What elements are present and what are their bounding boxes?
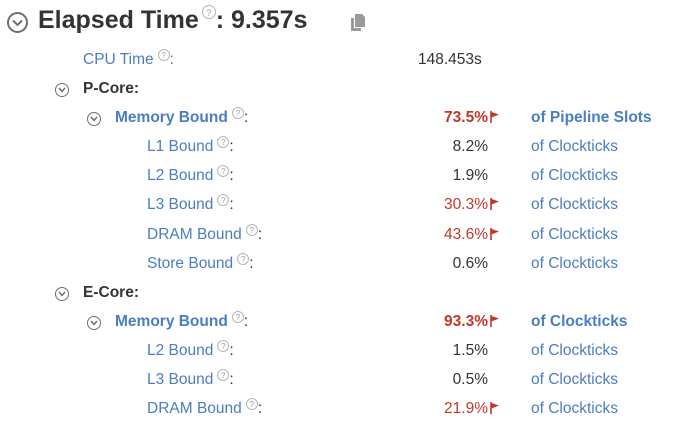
p-l1-bound-label[interactable]: L1 Bound?:	[147, 136, 234, 155]
p-l1-bound-unit[interactable]: of Clockticks	[531, 138, 618, 155]
p-l3-bound-label[interactable]: L3 Bound?:	[147, 194, 234, 213]
e-memory-bound-value: 93.3%	[420, 313, 500, 331]
collapse-elapsed-time-icon[interactable]	[7, 12, 28, 33]
e-dram-bound-label[interactable]: DRAM Bound?:	[147, 398, 263, 417]
e-memory-bound-unit[interactable]: of Clockticks	[531, 313, 628, 330]
flag-icon	[490, 402, 499, 414]
e-memory-bound-label[interactable]: Memory Bound?:	[115, 311, 249, 330]
colon: :	[169, 51, 174, 68]
collapse-p-memory-bound-icon[interactable]	[87, 112, 101, 126]
collapse-e-memory-bound-icon[interactable]	[87, 316, 101, 330]
help-icon[interactable]: ?	[217, 369, 230, 381]
flag-icon	[490, 315, 499, 327]
help-icon[interactable]: ?	[201, 5, 216, 19]
p-dram-bound-label[interactable]: DRAM Bound?:	[147, 224, 263, 243]
collapse-p-core-icon[interactable]	[55, 83, 69, 97]
help-icon[interactable]: ?	[245, 224, 258, 236]
help-icon[interactable]: ?	[217, 165, 230, 177]
help-icon[interactable]: ?	[231, 107, 244, 119]
e-l2-bound-label[interactable]: L2 Bound?:	[147, 340, 234, 359]
help-icon[interactable]: ?	[217, 136, 230, 148]
e-l3-bound-label[interactable]: L3 Bound?:	[147, 369, 234, 388]
p-l3-bound-value: 30.3%	[420, 196, 500, 214]
p-store-bound-label[interactable]: Store Bound?:	[147, 253, 254, 272]
e-l3-bound-unit[interactable]: of Clockticks	[531, 371, 618, 388]
p-memory-bound-label[interactable]: Memory Bound?:	[115, 107, 249, 126]
collapse-e-core-icon[interactable]	[55, 287, 69, 301]
p-l2-bound-unit[interactable]: of Clockticks	[531, 167, 618, 184]
elapsed-time-label: Elapsed Time	[38, 6, 199, 34]
help-icon[interactable]: ?	[157, 49, 170, 61]
elapsed-time-value: : 9.357s	[215, 6, 308, 34]
p-dram-bound-unit[interactable]: of Clockticks	[531, 226, 618, 243]
p-store-bound-unit[interactable]: of Clockticks	[531, 255, 618, 272]
cpu-time-value: 148.453s	[418, 51, 482, 68]
p-memory-bound-unit[interactable]: of Pipeline Slots	[531, 109, 652, 126]
help-icon[interactable]: ?	[217, 340, 230, 352]
flag-icon	[490, 111, 499, 123]
cpu-time-label[interactable]: CPU Time?:	[83, 49, 174, 68]
p-memory-bound-value: 73.5%	[420, 109, 500, 127]
e-l2-bound-unit[interactable]: of Clockticks	[531, 342, 618, 359]
elapsed-time-heading: Elapsed Time?: 9.357s	[38, 5, 308, 35]
p-l2-bound-label[interactable]: L2 Bound?:	[147, 165, 234, 184]
e-dram-bound-value: 21.9%	[420, 400, 500, 418]
e-l2-bound-value: 1.5%	[452, 342, 488, 359]
help-icon[interactable]: ?	[237, 253, 250, 265]
p-l3-bound-unit[interactable]: of Clockticks	[531, 196, 618, 213]
p-l2-bound-value: 1.9%	[452, 167, 488, 184]
flag-icon	[490, 228, 499, 240]
p-l1-bound-value: 8.2%	[452, 138, 488, 155]
e-core-label: E-Core:	[83, 284, 139, 301]
help-icon[interactable]: ?	[245, 398, 258, 410]
help-icon[interactable]: ?	[231, 311, 244, 323]
flag-icon	[490, 198, 499, 210]
e-dram-bound-unit[interactable]: of Clockticks	[531, 400, 618, 417]
p-dram-bound-value: 43.6%	[420, 226, 500, 244]
p-store-bound-value: 0.6%	[452, 255, 488, 272]
help-icon[interactable]: ?	[217, 194, 230, 206]
p-core-label: P-Core:	[83, 80, 139, 97]
e-l3-bound-value: 0.5%	[452, 371, 488, 388]
copy-icon[interactable]	[351, 14, 365, 31]
